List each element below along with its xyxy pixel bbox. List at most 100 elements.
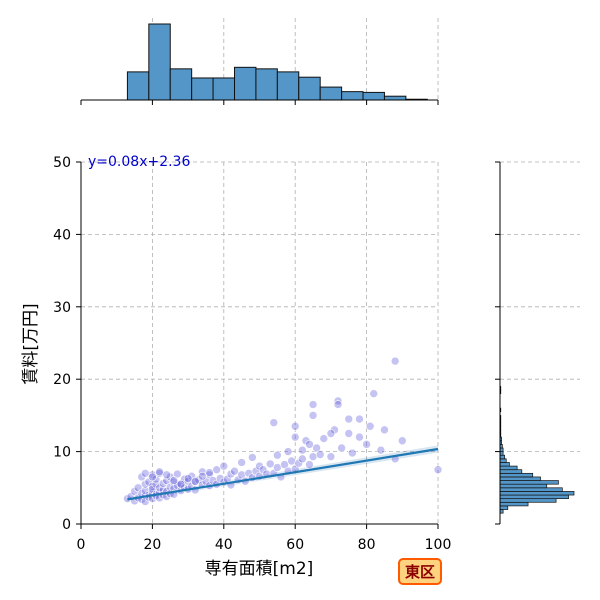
top-hist-bar xyxy=(212,77,236,101)
y-tick-label: 30 xyxy=(53,300,71,316)
scatter-point xyxy=(290,421,300,431)
y-tick-label: 50 xyxy=(53,155,71,171)
right-hist-bar xyxy=(499,483,548,489)
main-gridlines xyxy=(81,161,439,524)
scatter-point xyxy=(280,460,289,469)
scatter-point xyxy=(298,445,307,455)
scatter-point xyxy=(269,418,279,427)
top-hist-bar xyxy=(126,71,150,101)
top-marginal-histogram xyxy=(126,23,428,101)
scatter-point xyxy=(369,389,379,398)
scatter-point xyxy=(137,472,146,482)
scatter-point xyxy=(355,432,364,442)
right-hist-bar xyxy=(499,472,534,478)
top-hist-bar xyxy=(191,77,214,101)
scatter-point xyxy=(326,429,336,438)
scatter-point xyxy=(344,429,354,438)
scatter-point xyxy=(330,425,339,435)
x-axis-title: 専有面積[m2] xyxy=(205,559,314,579)
scatter-point xyxy=(294,458,304,468)
right-hist-gridlines xyxy=(500,161,580,453)
scatter-point xyxy=(380,425,389,435)
right-hist-bar xyxy=(499,491,575,496)
scatter-point xyxy=(176,479,186,489)
scatter-point xyxy=(151,479,161,489)
scatter-point xyxy=(237,470,246,480)
regression-equation: y=0.08x+2.36 xyxy=(88,154,190,170)
scatter-point xyxy=(237,458,246,467)
scatter-point xyxy=(201,476,211,486)
right-hist-bar xyxy=(499,498,557,503)
y-tick-label: 0 xyxy=(62,517,71,533)
district-badge: 東区 xyxy=(398,558,442,585)
scatter-point xyxy=(305,460,314,469)
scatter-point xyxy=(333,396,343,406)
scatter-point xyxy=(273,463,282,472)
scatter-point xyxy=(348,448,357,458)
scatter-point xyxy=(326,452,336,461)
regression-line-group xyxy=(127,447,439,501)
right-hist-bar xyxy=(499,501,529,507)
top-hist-bar xyxy=(298,76,321,101)
x-tick-labels: 0 20 40 60 80 100 xyxy=(77,537,452,553)
scatter-point xyxy=(337,443,346,453)
scatter-point xyxy=(283,447,293,456)
x-tick-label: 0 xyxy=(77,537,86,553)
scatter-point xyxy=(158,479,168,488)
y-axis-title: 賃料[万円] xyxy=(21,303,41,384)
district-badge-label: 東区 xyxy=(404,563,435,581)
right-hist-bar xyxy=(499,494,569,500)
right-hist-bar xyxy=(499,487,563,492)
top-hist-bar xyxy=(319,86,343,101)
scatter-point xyxy=(148,472,157,482)
scatter-point xyxy=(140,486,150,495)
scatter-point xyxy=(312,443,321,453)
scatter-point xyxy=(255,461,264,471)
scatter-point xyxy=(219,461,229,471)
scatter-point xyxy=(215,474,225,483)
scatter-point xyxy=(140,469,150,478)
scatter-point xyxy=(205,468,214,477)
right-hist-bar xyxy=(499,465,518,471)
scatter-point xyxy=(344,414,354,424)
right-hist-bar xyxy=(499,476,541,481)
y-tick-label: 10 xyxy=(53,445,71,461)
scatter-point xyxy=(265,459,275,469)
x-tick-label: 80 xyxy=(358,537,376,553)
top-hist-bar xyxy=(276,71,300,101)
x-tick-label: 40 xyxy=(215,537,233,553)
scatter-point xyxy=(376,445,386,455)
top-hist-bar xyxy=(234,66,257,101)
scatter-point xyxy=(226,469,236,479)
scatter-point xyxy=(258,465,268,475)
y-tick-label: 20 xyxy=(53,372,71,388)
scatter-points xyxy=(123,356,443,506)
top-hist-bar xyxy=(362,91,385,101)
top-hist-bar xyxy=(383,95,407,101)
top-hist-bar xyxy=(255,68,278,101)
scatter-point xyxy=(287,456,296,466)
scatter-point xyxy=(365,421,375,431)
right-hist-bar xyxy=(499,462,510,467)
top-hist-bar xyxy=(169,68,193,101)
regression-line xyxy=(127,447,439,501)
top-hist-bar xyxy=(148,23,171,101)
scatter-point xyxy=(362,440,371,449)
scatter-point xyxy=(319,434,329,443)
right-hist-bar xyxy=(499,469,523,474)
scatter-point xyxy=(130,487,139,496)
scatter-point xyxy=(397,436,407,446)
scatter-point xyxy=(183,474,193,483)
scatter-point xyxy=(305,440,314,449)
right-hist-bar xyxy=(499,505,509,510)
scatter-point xyxy=(433,465,443,475)
top-hist-axes xyxy=(80,99,439,105)
x-tick-label: 20 xyxy=(143,537,161,553)
scatter-point xyxy=(333,400,343,409)
scatter-point xyxy=(162,470,171,480)
scatter-point xyxy=(190,476,200,486)
scatter-point xyxy=(308,411,318,420)
scatter-point xyxy=(212,465,221,475)
right-hist-bar xyxy=(499,480,559,485)
